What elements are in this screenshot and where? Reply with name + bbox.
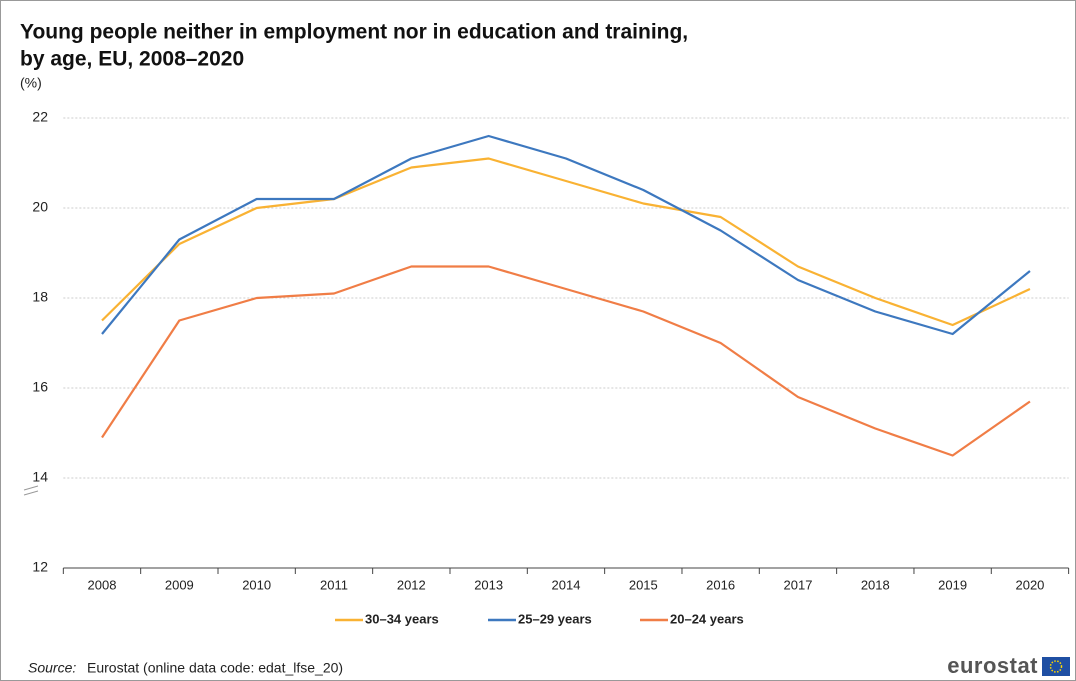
axis-break — [23, 485, 39, 496]
x-tick-label: 2017 — [784, 577, 813, 592]
x-tick-label: 2016 — [706, 577, 735, 592]
x-tick-label: 2012 — [397, 577, 426, 592]
source-text: Eurostat (online data code: edat_lfse_20… — [87, 660, 343, 676]
source-label: Source: — [28, 660, 76, 676]
x-tick-label: 2015 — [629, 577, 658, 592]
chart-subtitle: by age, EU, 2008–2020 — [20, 48, 244, 71]
series-line — [101, 157, 1031, 327]
x-tick-label: 2020 — [1015, 577, 1044, 592]
logo-text: eurostat — [947, 653, 1038, 678]
x-tick-label: 2009 — [165, 577, 194, 592]
x-tick-label: 2010 — [242, 577, 271, 592]
y-tick-label: 16 — [32, 379, 48, 395]
y-tick-label: 12 — [32, 559, 48, 575]
y-tick-label: 22 — [32, 109, 48, 125]
legend-label: 20–24 years — [670, 611, 744, 626]
y-axis-unit: (%) — [20, 75, 42, 91]
y-tick-label: 14 — [32, 469, 48, 485]
legend-label: 30–34 years — [365, 611, 439, 626]
series-line — [101, 265, 1031, 457]
x-tick-label: 2019 — [938, 577, 967, 592]
y-tick-label: 18 — [32, 289, 48, 305]
x-tick-label: 2011 — [320, 577, 348, 592]
x-tick-label: 2008 — [88, 577, 117, 592]
eu-flag — [1042, 657, 1070, 676]
chart-title: Young people neither in employment nor i… — [20, 21, 688, 44]
x-tick-label: 2018 — [861, 577, 890, 592]
x-tick-label: 2013 — [474, 577, 503, 592]
legend-label: 25–29 years — [518, 611, 592, 626]
y-tick-label: 20 — [32, 199, 48, 215]
series-line — [101, 134, 1031, 336]
x-tick-label: 2014 — [552, 577, 581, 592]
